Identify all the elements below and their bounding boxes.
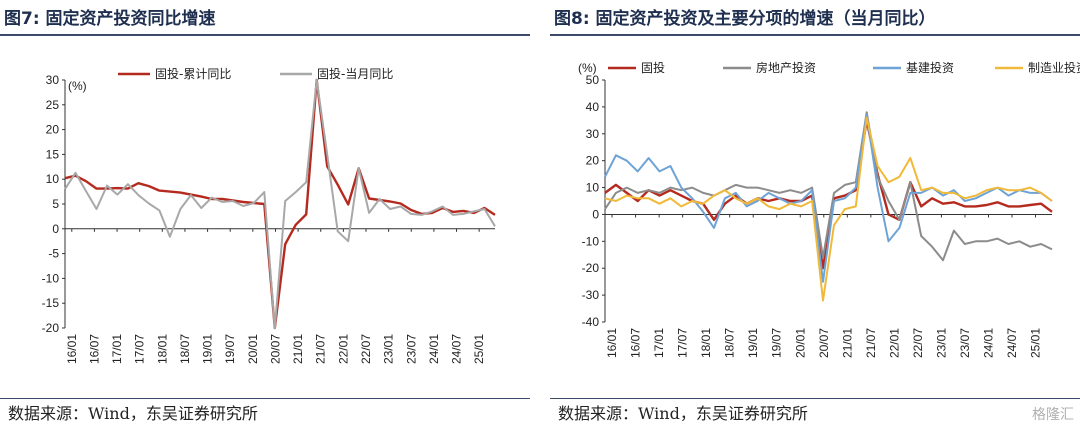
y-tick-label: 30 bbox=[46, 73, 60, 87]
x-tick-label: 20/01 bbox=[793, 328, 807, 358]
legend-label-1: 固投-累计同比 bbox=[155, 66, 231, 81]
y-tick-label: 50 bbox=[586, 73, 600, 87]
series-line-2 bbox=[604, 111, 1053, 262]
y-tick-label: -15 bbox=[42, 296, 60, 310]
watermark-logo: 格隆汇 bbox=[1032, 407, 1074, 423]
source-note-left: 数据来源：Wind，东吴证券研究所 bbox=[0, 398, 530, 429]
x-tick-label: 16/07 bbox=[629, 328, 643, 358]
x-tick-label: 23/07 bbox=[404, 334, 418, 364]
x-tick-label: 24/07 bbox=[1005, 328, 1019, 358]
x-tick-label: 24/01 bbox=[427, 334, 441, 364]
x-tick-label: 18/07 bbox=[723, 328, 737, 358]
x-tick-label: 19/01 bbox=[201, 334, 215, 364]
series-line-1 bbox=[604, 119, 1053, 270]
y-tick-label: 5 bbox=[52, 197, 59, 211]
x-tick-label: 21/07 bbox=[314, 334, 328, 364]
x-tick-label: 21/01 bbox=[291, 334, 305, 364]
line-chart-left: 30 25 20 15 10 5 0 -5 -10 -15 -20 16/01 16/07 17/01 17… bbox=[42, 66, 496, 364]
legend-label-1: 固投 bbox=[641, 60, 665, 75]
x-tick-label: 17/01 bbox=[110, 334, 124, 364]
line-chart-right: 50 40 30 20 10 0 -10 -20 -30 -40 16/01 16/07 17/01 17… bbox=[578, 60, 1080, 358]
x-tick-label: 19/07 bbox=[223, 334, 237, 364]
x-tick-label: 22/01 bbox=[336, 334, 350, 364]
x-tick-label: 20/01 bbox=[246, 334, 260, 364]
y-tick-label: -10 bbox=[42, 271, 60, 285]
x-tick-label: 18/01 bbox=[699, 328, 713, 358]
chart-title-left: 图7: 固定资产投资同比增速 bbox=[0, 4, 530, 36]
x-tick-label: 22/07 bbox=[911, 328, 925, 358]
series-line-2 bbox=[64, 79, 496, 329]
x-tick-label: 23/07 bbox=[958, 328, 972, 358]
legend-label-4: 制造业投资 bbox=[1028, 60, 1080, 75]
x-tick-label: 20/07 bbox=[817, 328, 831, 358]
x-tick-label: 24/07 bbox=[450, 334, 464, 364]
y-tick-label: 20 bbox=[586, 154, 600, 168]
series-line-1 bbox=[64, 78, 496, 330]
x-tick-label: 18/07 bbox=[178, 334, 192, 364]
legend-label-2: 固投-当月同比 bbox=[317, 66, 393, 81]
unit-label: (%) bbox=[68, 79, 87, 93]
x-tick-label: 21/07 bbox=[864, 328, 878, 358]
x-tick-label: 22/01 bbox=[887, 328, 901, 358]
x-tick-label: 19/07 bbox=[770, 328, 784, 358]
x-tick-label: 23/01 bbox=[382, 334, 396, 364]
y-tick-label: -30 bbox=[582, 288, 600, 302]
x-tick-label: 16/01 bbox=[605, 328, 619, 358]
legend-label-3: 基建投资 bbox=[906, 60, 954, 75]
x-tick-label: 25/01 bbox=[1029, 328, 1043, 358]
y-tick-label: 0 bbox=[592, 207, 599, 221]
x-tick-label: 25/01 bbox=[472, 334, 486, 364]
x-tick-label: 22/07 bbox=[359, 334, 373, 364]
x-tick-label: 17/07 bbox=[133, 334, 147, 364]
x-tick-label: 19/01 bbox=[746, 328, 760, 358]
x-tick-label: 20/07 bbox=[268, 334, 282, 364]
y-tick-label: -5 bbox=[48, 247, 59, 261]
y-tick-label: 10 bbox=[586, 181, 600, 195]
y-tick-label: 20 bbox=[46, 123, 60, 137]
chart-panel-left: 图7: 固定资产投资同比增速 30 25 20 15 10 5 0 -5 -10 -15 -20 16… bbox=[0, 0, 530, 434]
y-tick-label: -40 bbox=[582, 315, 600, 329]
series-line-3 bbox=[604, 114, 1053, 283]
y-tick-label: -10 bbox=[582, 234, 600, 248]
y-tick-label: 40 bbox=[586, 100, 600, 114]
y-tick-label: -20 bbox=[582, 261, 600, 275]
y-tick-label: 10 bbox=[46, 172, 60, 186]
unit-label: (%) bbox=[578, 61, 597, 75]
x-tick-label: 16/01 bbox=[65, 334, 79, 364]
series-line-4 bbox=[604, 116, 1053, 302]
chart-title-right: 图8: 固定资产投资及主要分项的增速（当月同比） bbox=[550, 4, 1080, 36]
y-tick-label: -20 bbox=[42, 321, 60, 335]
legend-label-2: 房地产投资 bbox=[756, 60, 816, 75]
x-tick-label: 18/01 bbox=[155, 334, 169, 364]
y-tick-label: 30 bbox=[586, 127, 600, 141]
chart-panel-right: 图8: 固定资产投资及主要分项的增速（当月同比） 50 40 30 20 10 0 -10 -… bbox=[550, 0, 1080, 434]
y-tick-label: 25 bbox=[46, 98, 60, 112]
y-tick-label: 15 bbox=[46, 147, 60, 161]
x-tick-label: 24/01 bbox=[981, 328, 995, 358]
x-tick-label: 21/01 bbox=[840, 328, 854, 358]
x-tick-label: 16/07 bbox=[87, 334, 101, 364]
x-tick-label: 17/07 bbox=[676, 328, 690, 358]
x-tick-label: 23/01 bbox=[934, 328, 948, 358]
source-note-right: 数据来源：Wind，东吴证券研究所 bbox=[550, 398, 1080, 429]
x-tick-label: 17/01 bbox=[652, 328, 666, 358]
y-tick-label: 0 bbox=[52, 222, 59, 236]
